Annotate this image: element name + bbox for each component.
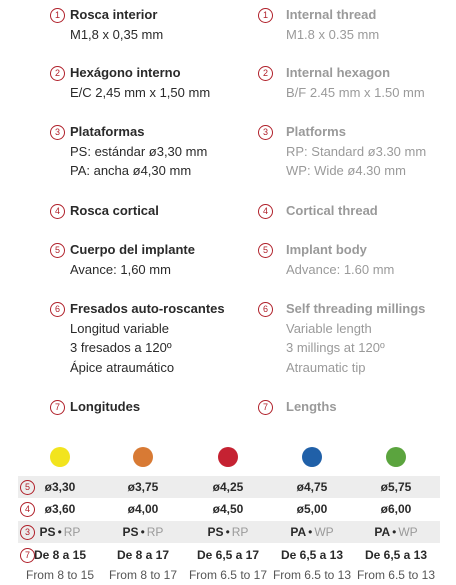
item-line: M1,8 x 0,35 mm: [70, 26, 164, 42]
row-marker: 5: [20, 480, 35, 495]
row-marker: 3: [20, 525, 35, 540]
color-dot: [302, 447, 322, 467]
item-marker: 7: [50, 400, 65, 415]
table-cell: PS • RP: [18, 525, 102, 539]
item-title: Platforms: [286, 124, 346, 139]
cell-part: WP: [314, 525, 334, 539]
table-cell: ø4,50: [212, 502, 244, 516]
item-marker: 1: [50, 8, 65, 23]
item-line: Avance: 1,60 mm: [70, 261, 171, 277]
item-marker: 6: [258, 302, 273, 317]
item-line: RP: Standard ø3.30 mm: [286, 143, 427, 159]
item-line: Ápice atraumático: [70, 359, 175, 375]
cell-part: RP: [146, 525, 164, 539]
item-title: Cuerpo del implante: [70, 242, 195, 257]
table-cell: ø3,30: [44, 480, 76, 494]
item-line: WP: Wide ø4.30 mm: [286, 163, 406, 178]
table-cell: ø6,00: [380, 502, 412, 516]
item-title: Hexágono interno: [70, 65, 181, 80]
item-title: Internal hexagon: [286, 65, 391, 80]
item-marker: 5: [50, 243, 65, 258]
table-cell: De 8 a 15: [33, 548, 87, 562]
table-cell: ø3,75: [127, 480, 159, 494]
table-cell: ø3,60: [44, 502, 76, 516]
item-title: Longitudes: [70, 399, 141, 414]
cell-part: •: [225, 525, 230, 539]
cell-part: PS: [39, 525, 56, 539]
item-marker: 1: [258, 8, 273, 23]
table-cell: De 8 a 17: [116, 548, 170, 562]
cell-part: PA: [290, 525, 307, 539]
item-title: Internal thread: [286, 7, 377, 22]
table-cell: PA • WP: [270, 525, 354, 539]
color-dot: [133, 447, 153, 467]
item-line: 3 millings at 120º: [286, 340, 385, 355]
color-dot: [218, 447, 238, 467]
item-line: Longitud variable: [70, 320, 170, 336]
color-dot: [50, 447, 70, 467]
table-cell: PA • WP: [354, 525, 438, 539]
cell-part: WP: [398, 525, 418, 539]
item-title: Plataformas: [70, 124, 145, 139]
cell-part: RP: [231, 525, 249, 539]
cell-part: •: [308, 525, 313, 539]
item-line: Advance: 1.60 mm: [286, 261, 395, 277]
item-marker: 2: [50, 66, 65, 81]
item-title: Lengths: [286, 399, 337, 414]
row-marker: 7: [20, 548, 35, 563]
table-cell: De 6,5 a 17: [196, 548, 260, 562]
item-line: PA: ancha ø4,30 mm: [70, 163, 192, 178]
item-title: Implant body: [286, 242, 367, 257]
item-marker: 4: [258, 204, 273, 219]
item-marker: 3: [258, 125, 273, 140]
item-title: Cortical thread: [286, 203, 378, 218]
table-cell: From 8 to 15: [25, 568, 95, 582]
table-cell: ø4,75: [296, 480, 328, 494]
item-title: Rosca cortical: [70, 203, 159, 218]
table-cell: From 6.5 to 13: [272, 568, 352, 582]
table-cell: PS • RP: [186, 525, 270, 539]
cell-part: PS: [122, 525, 139, 539]
item-marker: 7: [258, 400, 273, 415]
cell-part: PA: [374, 525, 391, 539]
table-cell: PS • RP: [101, 525, 185, 539]
item-marker: 3: [50, 125, 65, 140]
cell-part: RP: [63, 525, 81, 539]
table-row: [18, 476, 440, 498]
row-marker: 4: [20, 502, 35, 517]
item-line: B/F 2.45 mm x 1.50 mm: [286, 84, 425, 100]
color-dot: [386, 447, 406, 467]
item-marker: 6: [50, 302, 65, 317]
item-marker: 2: [258, 66, 273, 81]
table-cell: ø4,00: [127, 502, 159, 516]
table-cell: De 6,5 a 13: [280, 548, 344, 562]
table-cell: From 8 to 17: [108, 568, 178, 582]
cell-part: PS: [207, 525, 224, 539]
item-title: Self threading millings: [286, 301, 426, 316]
item-line: Variable length: [286, 320, 372, 336]
table-cell: From 6.5 to 13: [356, 568, 436, 582]
item-line: PS: estándar ø3,30 mm: [70, 143, 208, 159]
cell-part: •: [57, 525, 62, 539]
item-line: M1.8 x 0.35 mm: [286, 26, 380, 42]
cell-part: •: [140, 525, 145, 539]
table-cell: From 6.5 to 17: [188, 568, 268, 582]
table-cell: ø5,00: [296, 502, 328, 516]
item-marker: 4: [50, 204, 65, 219]
item-line: Atraumatic tip: [286, 359, 366, 375]
table-cell: ø5,75: [380, 480, 412, 494]
item-line: 3 fresados a 120º: [70, 340, 172, 355]
table-row: [18, 521, 440, 543]
table-cell: ø4,25: [212, 480, 244, 494]
item-title: Fresados auto-roscantes: [70, 301, 225, 316]
cell-part: •: [392, 525, 397, 539]
item-marker: 5: [258, 243, 273, 258]
item-line: E/C 2,45 mm x 1,50 mm: [70, 84, 211, 100]
table-cell: De 6,5 a 13: [364, 548, 428, 562]
item-title: Rosca interior: [70, 7, 158, 22]
